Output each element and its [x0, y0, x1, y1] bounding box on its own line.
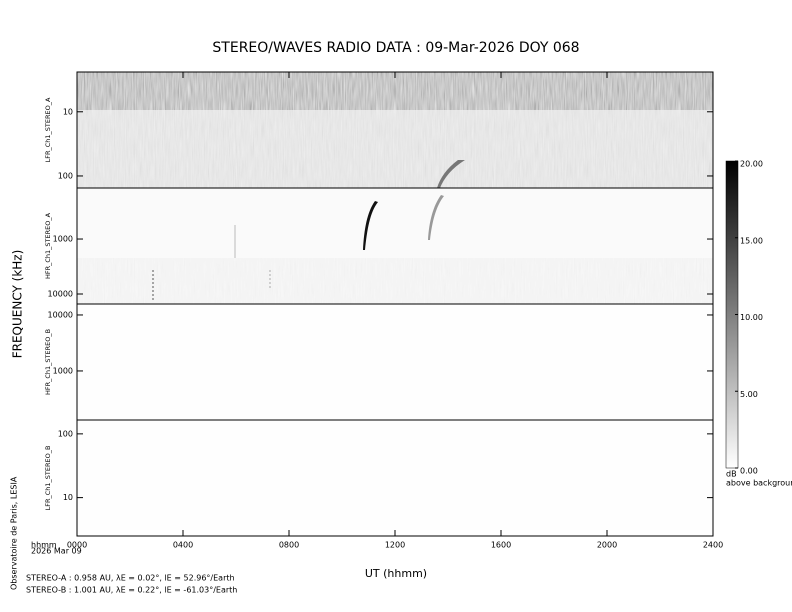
x-axis-label: UT (hhmm): [365, 567, 427, 580]
x-tick-label: 2400: [703, 541, 723, 550]
panel-label: HFR_Ch1_STEREO_B: [44, 329, 52, 395]
panel-label: LFR_Ch1_STEREO_B: [44, 446, 52, 511]
x-tick-label: 2000: [597, 541, 617, 550]
y-tick-label: 10000: [48, 290, 73, 299]
colorbar-tick-label: 10.00: [740, 313, 763, 322]
x-tick-label: 0400: [173, 541, 193, 550]
y-tick-label: 1000: [53, 366, 73, 375]
colorbar-tick-label: 5.00: [740, 390, 758, 399]
colorbar-tick-label: 15.00: [740, 236, 763, 245]
y-tick-label: 100: [58, 171, 73, 180]
colorbar-tick-label: 20.00: [740, 160, 763, 169]
x-tick-label: 1600: [491, 541, 511, 550]
panel-label: HFR_Ch1_STEREO_A: [44, 212, 52, 279]
date-label: 2026 Mar 09: [31, 547, 82, 556]
x-tick-label: 1200: [385, 541, 405, 550]
y-axis-label: FREQUENCY (kHz): [11, 250, 25, 359]
colorbar-tick-label: 0.00: [740, 467, 758, 476]
credit: Observatoire de Paris, LESIA: [10, 476, 19, 590]
x-tick-label: 0800: [279, 541, 299, 550]
chart-title: STEREO/WAVES RADIO DATA : 09-Mar-2026 DO…: [212, 40, 579, 56]
y-tick-label: 10: [63, 493, 73, 502]
y-tick-label: 10: [63, 107, 73, 116]
footer-line: STEREO-B : 1.001 AU, λE = 0.22°, lE = -6…: [26, 586, 237, 595]
colorbar-unit: dB: [726, 470, 737, 479]
footer-line: STEREO-A : 0.958 AU, λE = 0.02°, lE = 52…: [26, 574, 235, 583]
y-tick-label: 1000: [53, 235, 73, 244]
x-tick-label: 0000: [67, 541, 87, 550]
colorbar-note: above background: [726, 479, 792, 488]
y-tick-label: 10000: [48, 310, 73, 319]
y-tick-label: 100: [58, 429, 73, 438]
panel-label: LFR_Ch1_STEREO_A: [44, 97, 52, 162]
x-unit-label: hhmm: [31, 541, 57, 550]
